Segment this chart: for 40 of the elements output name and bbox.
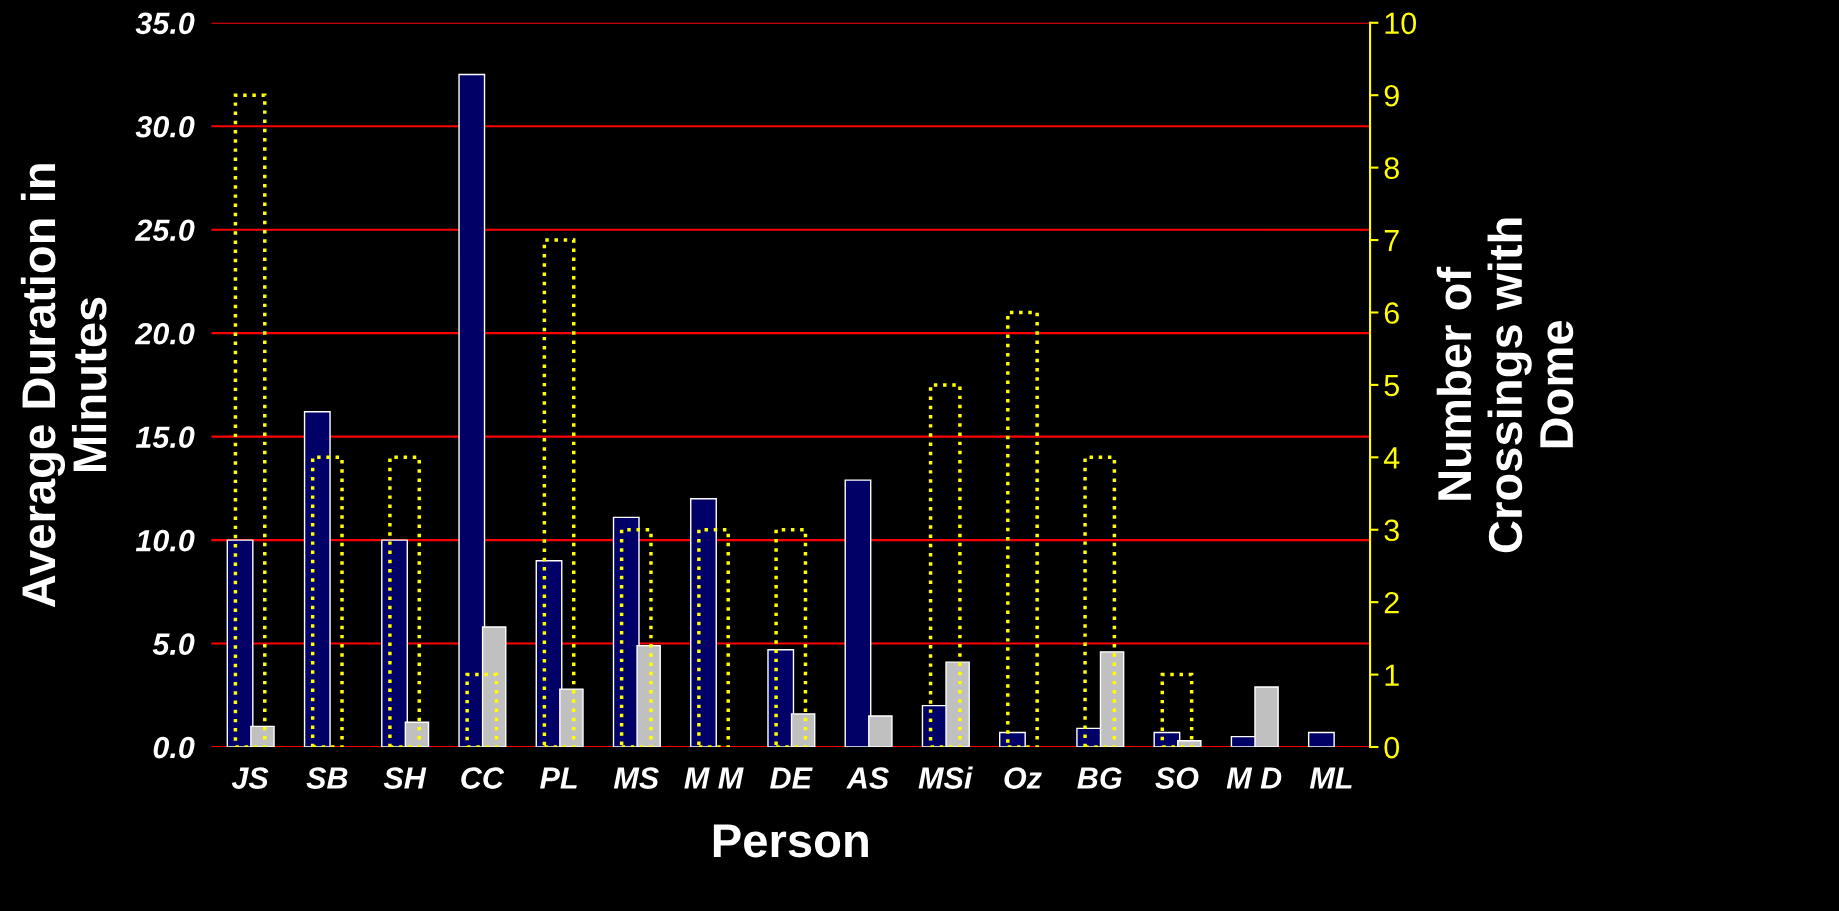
x-tick-label: SH bbox=[383, 767, 427, 789]
y-tick-label: 20.0 bbox=[134, 322, 195, 345]
x-tick-label: DE bbox=[770, 767, 813, 789]
x-tick-label: AS bbox=[846, 767, 889, 789]
y-tick-label: 10.0 bbox=[135, 529, 195, 552]
y2-tick-label: 0 bbox=[1384, 736, 1400, 759]
y-tick-label: 15.0 bbox=[135, 426, 195, 448]
x-tick-label: CC bbox=[461, 767, 505, 789]
y2-axis-title: Number of Crossings with Dome bbox=[1436, 218, 1574, 553]
x-tick-label: M D bbox=[1226, 767, 1282, 789]
x-tick-label: SB bbox=[306, 767, 348, 789]
y2-tick-label: 3 bbox=[1384, 519, 1399, 542]
x-tick-label: SO bbox=[1155, 767, 1199, 789]
x-tick-label: BG bbox=[1077, 767, 1122, 789]
y-tick-label: 25.0 bbox=[134, 219, 195, 242]
x-tick-label: ML bbox=[1309, 767, 1352, 789]
y2-tick-label: 10 bbox=[1385, 12, 1417, 35]
x-tick-label: MSi bbox=[918, 766, 973, 789]
y2-tick-label: 6 bbox=[1384, 302, 1399, 324]
bar bbox=[690, 498, 717, 748]
y-tick-label: 0.0 bbox=[153, 736, 195, 759]
y-tick-label: 30.0 bbox=[135, 115, 195, 138]
y-axis-title: Average Duration in Minutes bbox=[20, 164, 107, 608]
bar bbox=[1307, 731, 1335, 748]
y2-tick-label: 7 bbox=[1384, 230, 1399, 252]
x-axis-title: Person bbox=[713, 824, 868, 858]
y2-tick-label: 4 bbox=[1383, 447, 1400, 469]
x-tick-label: Oz bbox=[1004, 767, 1042, 789]
y2-tick-label: 2 bbox=[1384, 591, 1399, 614]
y-tick-label: 35.0 bbox=[135, 12, 195, 35]
y-tick-label: 5.0 bbox=[152, 633, 195, 655]
x-tick-label: MS bbox=[613, 767, 659, 789]
y2-tick-label: 5 bbox=[1384, 374, 1399, 397]
bar bbox=[303, 411, 331, 748]
y2-tick-label: 8 bbox=[1384, 157, 1399, 179]
y2-tick-label: 9 bbox=[1384, 84, 1399, 107]
x-tick-label: JS bbox=[231, 767, 269, 789]
x-tick-label: M M bbox=[684, 767, 744, 789]
x-tick-label: PL bbox=[540, 767, 577, 789]
y2-tick-label: 1 bbox=[1385, 664, 1399, 686]
